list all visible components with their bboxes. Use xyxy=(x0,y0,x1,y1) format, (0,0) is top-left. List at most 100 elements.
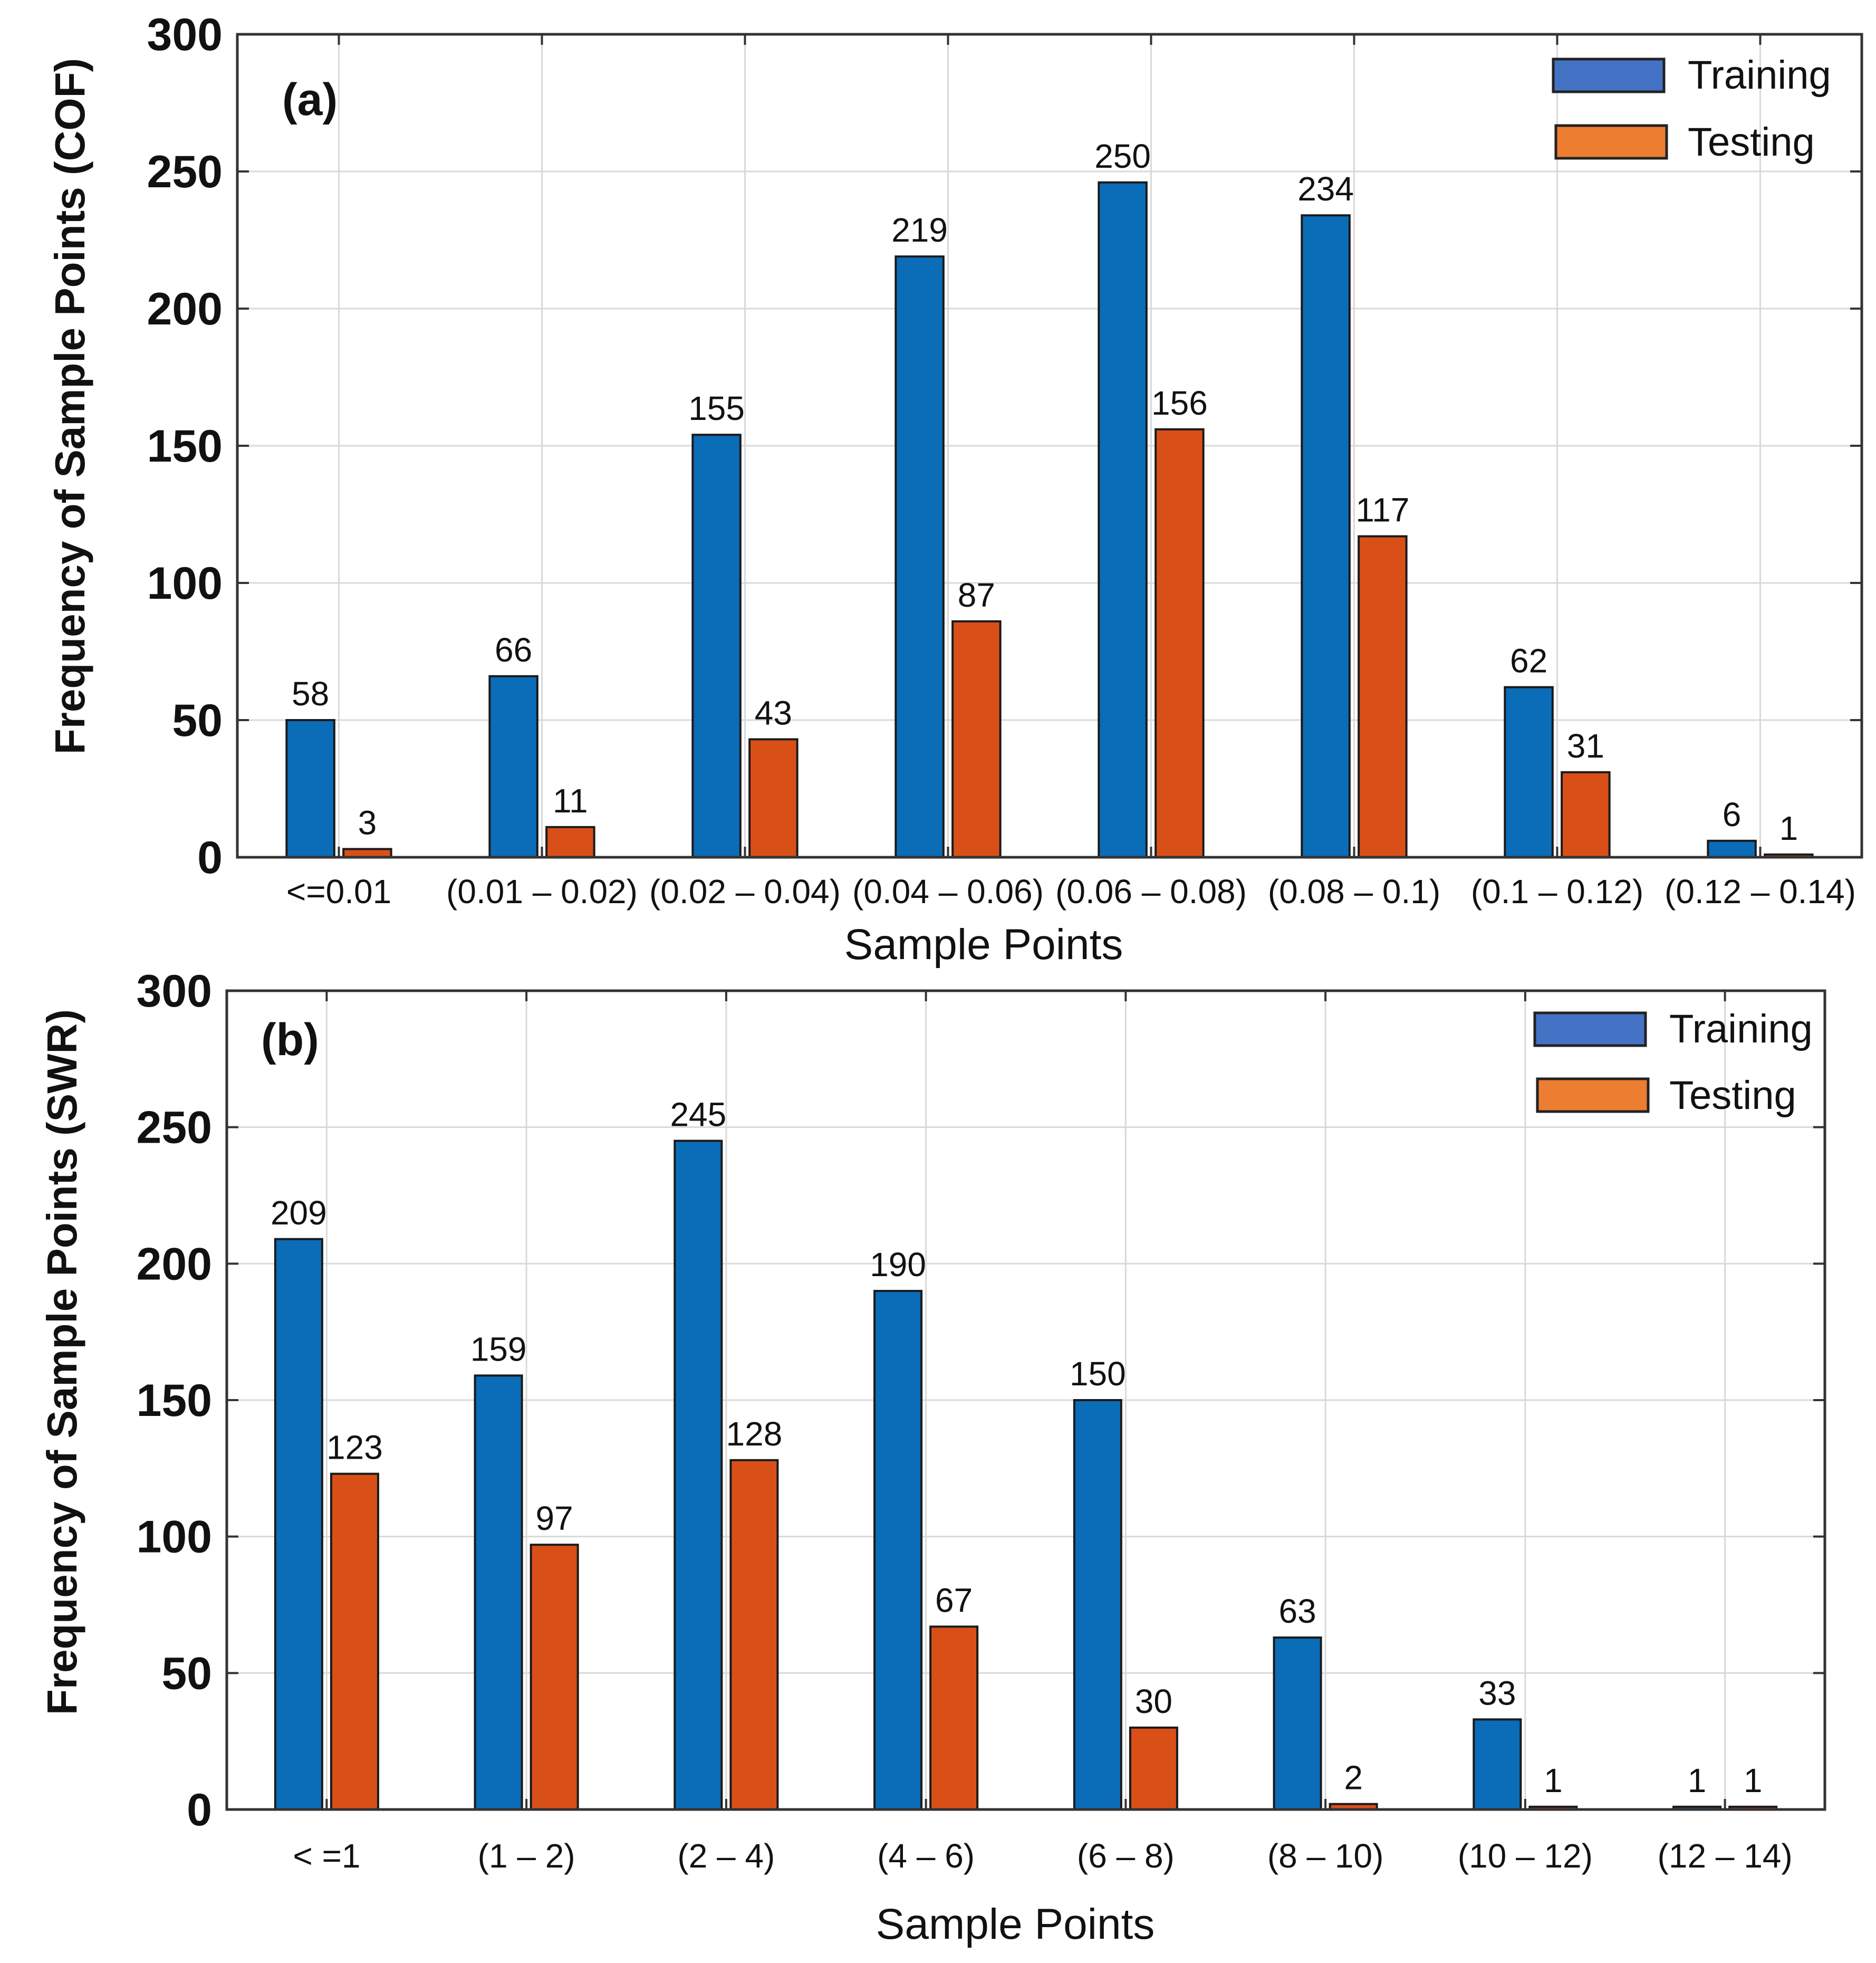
data-label-testing-a: 11 xyxy=(553,782,588,820)
data-label-training-a: 250 xyxy=(1094,137,1151,175)
x-tick-label-b: (10 – 12) xyxy=(1458,1837,1593,1875)
legend-label-training-a: Training xyxy=(1688,53,1831,98)
y-tick-label-b: 150 xyxy=(137,1375,213,1426)
x-tick-label-a: (0.04 – 0.06) xyxy=(852,873,1044,911)
legend-swatch-training-b xyxy=(1533,1011,1647,1047)
y-tick-label-b: 0 xyxy=(187,1785,212,1835)
panel-label-b: (b) xyxy=(261,1014,319,1065)
x-tick-label-a: <=0.01 xyxy=(286,873,391,911)
y-tick-label-b: 300 xyxy=(137,966,213,1017)
legend-a: Training Testing xyxy=(1552,53,1831,165)
x-axis-title-a: Sample Points xyxy=(844,921,1123,969)
bar-training-b xyxy=(674,1140,723,1811)
plot-frame-b xyxy=(225,989,1826,1811)
chart-panel-a: 0501001502002503005866155219250234626311… xyxy=(46,9,1863,969)
y-axis-title-a: Frequency of Sample Points (COF) xyxy=(46,58,93,754)
data-label-training-a: 66 xyxy=(495,631,532,669)
bar-testing-a xyxy=(1358,535,1408,858)
x-tick-label-b: (12 – 14) xyxy=(1658,1837,1793,1875)
bar-training-b xyxy=(1073,1399,1122,1811)
legend-label-training-b: Training xyxy=(1669,1007,1813,1051)
x-tick-label-a: (0.02 – 0.04) xyxy=(649,873,841,911)
data-label-testing-b: 123 xyxy=(326,1429,383,1467)
bar-testing-a xyxy=(1561,771,1611,859)
x-tick-label-a: (0.12 – 0.14) xyxy=(1665,873,1856,911)
bar-testing-b xyxy=(929,1625,979,1811)
data-label-training-b: 1 xyxy=(1688,1761,1707,1799)
y-tick-label-a: 250 xyxy=(147,147,223,197)
x-tick-label-b: (8 – 10) xyxy=(1267,1837,1384,1875)
bar-training-b xyxy=(474,1374,523,1811)
data-label-testing-b: 1 xyxy=(1544,1761,1563,1799)
bar-training-a xyxy=(691,434,742,858)
bar-testing-b xyxy=(330,1472,379,1811)
data-label-testing-a: 43 xyxy=(755,694,792,732)
data-label-training-a: 58 xyxy=(292,675,329,713)
data-label-training-b: 209 xyxy=(271,1194,327,1232)
bar-testing-b xyxy=(530,1544,579,1811)
data-label-training-a: 6 xyxy=(1723,796,1742,834)
y-tick-label-a: 300 xyxy=(147,9,223,60)
x-axis-title-b: Sample Points xyxy=(876,1900,1155,1948)
bar-training-a xyxy=(1301,214,1351,859)
bar-testing-b xyxy=(1129,1726,1178,1811)
panel-label-a: (a) xyxy=(282,74,338,125)
bar-testing-a xyxy=(1155,428,1205,858)
legend-swatch-training-a xyxy=(1552,58,1666,93)
y-tick-label-a: 200 xyxy=(147,284,223,334)
x-tick-label-b: (4 – 6) xyxy=(877,1837,975,1875)
plot-area-b: 0501001502002503002091592451901506333112… xyxy=(137,966,1826,1875)
y-tick-label-b: 200 xyxy=(137,1239,213,1289)
data-label-testing-b: 30 xyxy=(1135,1682,1172,1720)
data-label-testing-a: 117 xyxy=(1355,491,1409,529)
x-tick-label-b: (6 – 8) xyxy=(1077,1837,1175,1875)
x-tick-label-b: < =1 xyxy=(293,1837,360,1875)
bar-testing-a xyxy=(951,620,1002,859)
data-label-testing-b: 67 xyxy=(935,1581,973,1619)
data-label-testing-b: 1 xyxy=(1744,1761,1763,1799)
data-label-testing-b: 128 xyxy=(726,1415,783,1453)
data-label-training-b: 190 xyxy=(870,1246,926,1284)
chart-panel-b: 0501001502002503002091592451901506333112… xyxy=(39,966,1826,1948)
bar-testing-a xyxy=(748,738,798,859)
data-label-training-a: 234 xyxy=(1297,170,1354,208)
bar-training-a xyxy=(894,255,945,859)
y-tick-label-a: 100 xyxy=(147,558,223,609)
x-tick-label-b: (1 – 2) xyxy=(478,1837,575,1875)
data-label-training-b: 33 xyxy=(1478,1674,1516,1712)
y-tick-label-b: 100 xyxy=(137,1512,213,1563)
x-tick-label-a: (0.06 – 0.08) xyxy=(1055,873,1247,911)
y-tick-label-b: 250 xyxy=(137,1103,213,1153)
y-tick-label-a: 0 xyxy=(197,832,223,883)
bar-training-a xyxy=(1098,181,1148,858)
data-label-testing-b: 2 xyxy=(1344,1759,1363,1797)
x-tick-label-a: (0.01 – 0.02) xyxy=(446,873,638,911)
data-label-testing-a: 156 xyxy=(1151,384,1208,422)
data-label-testing-a: 31 xyxy=(1567,727,1604,765)
bar-training-a xyxy=(1504,686,1554,858)
plot-frame-a xyxy=(236,33,1863,859)
y-tick-label-a: 50 xyxy=(172,695,223,746)
data-label-training-a: 219 xyxy=(891,211,948,249)
legend-swatch-testing-b xyxy=(1536,1077,1650,1113)
data-label-training-a: 155 xyxy=(688,389,745,427)
bar-training-a xyxy=(1707,839,1757,859)
y-tick-label-a: 150 xyxy=(147,421,223,472)
bar-testing-b xyxy=(729,1459,779,1811)
data-label-testing-b: 97 xyxy=(536,1499,573,1537)
data-label-training-b: 63 xyxy=(1279,1592,1316,1630)
data-label-testing-a: 3 xyxy=(358,803,377,841)
legend-label-testing-b: Testing xyxy=(1669,1073,1796,1118)
bar-training-b xyxy=(274,1238,323,1811)
bar-training-a xyxy=(285,719,335,858)
data-label-testing-a: 1 xyxy=(1779,809,1798,847)
bar-testing-a xyxy=(545,826,595,859)
x-tick-label-b: (2 – 4) xyxy=(677,1837,775,1875)
bar-training-b xyxy=(1473,1718,1522,1811)
data-label-training-a: 62 xyxy=(1510,642,1547,680)
data-label-testing-a: 87 xyxy=(958,576,995,614)
y-axis-title-b: Frequency of Sample Points (SWR) xyxy=(39,1009,85,1715)
bar-training-b xyxy=(1273,1636,1322,1811)
x-tick-label-a: (0.1 – 0.12) xyxy=(1471,873,1643,911)
